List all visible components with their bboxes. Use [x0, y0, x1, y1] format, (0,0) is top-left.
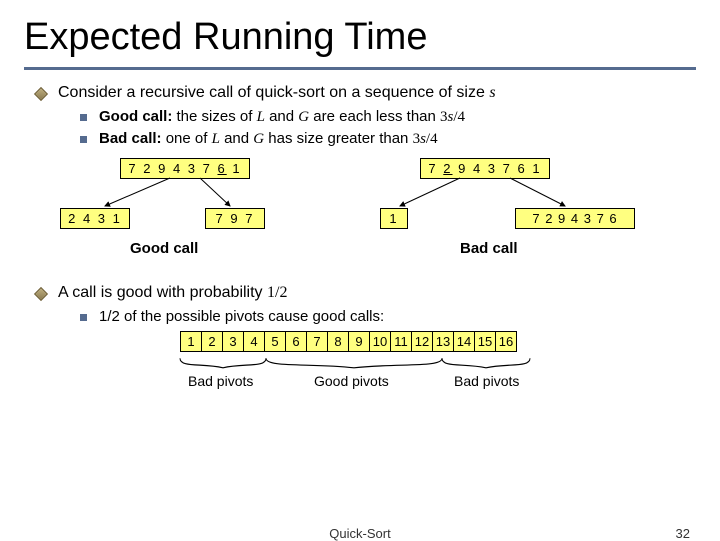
- title-underline: [24, 67, 696, 70]
- pivot-cell: 8: [327, 331, 349, 352]
- bullet-1: Consider a recursive call of quick-sort …: [36, 84, 720, 102]
- t: and: [265, 108, 298, 125]
- t: A call is: [58, 284, 117, 301]
- sub-bullet-2: Bad call: one of L and G has size greate…: [80, 130, 720, 148]
- square-icon: [80, 136, 87, 143]
- pivot-cell: 1: [180, 331, 202, 352]
- bullet1-text: Consider a recursive call of quick-sort …: [58, 84, 489, 101]
- diamond-icon: [34, 287, 48, 301]
- bad-pivots-right: Bad pivots: [454, 373, 519, 389]
- var-s: s: [489, 84, 495, 101]
- frac: 3s/4: [440, 109, 465, 125]
- square-icon: [80, 314, 87, 321]
- bad-call-label: Bad call: [460, 240, 518, 257]
- pivot-cell: 16: [495, 331, 517, 352]
- pivot-cell: 15: [474, 331, 496, 352]
- t: and: [220, 130, 253, 147]
- pivot-cell: 7: [306, 331, 328, 352]
- pivot-cell: 14: [453, 331, 475, 352]
- pivot-cell: 11: [390, 331, 412, 352]
- good-pivots: Good pivots: [314, 373, 389, 389]
- pivot-bar: 12345678910111213141516: [180, 331, 640, 352]
- pivot-cell: 3: [222, 331, 244, 352]
- sub-bullet-1: Good call: the sizes of L and G are each…: [80, 108, 720, 126]
- v: L: [212, 131, 220, 147]
- pivot-cell: 5: [264, 331, 286, 352]
- pivot-cell: 6: [285, 331, 307, 352]
- pivot-cell: 9: [348, 331, 370, 352]
- pivot-cell: 4: [243, 331, 265, 352]
- pivot-diagram: 12345678910111213141516 Bad pivots Good …: [80, 331, 640, 391]
- good-call-bold: Good call:: [99, 108, 172, 125]
- diamond-icon: [34, 87, 48, 101]
- bad-arrows: [60, 158, 660, 228]
- t: with probability: [152, 284, 267, 301]
- square-icon: [80, 114, 87, 121]
- t: are each less than: [309, 108, 440, 125]
- good-call-label: Good call: [130, 240, 198, 257]
- bullet-2: A call is good with probability 1/2: [36, 284, 720, 302]
- footer-title: Quick-Sort: [329, 526, 390, 541]
- bad-pivots-left: Bad pivots: [188, 373, 253, 389]
- v: G: [298, 109, 309, 125]
- v: G: [253, 131, 264, 147]
- bad-call-bold: Bad call:: [99, 130, 162, 147]
- pivot-cell: 13: [432, 331, 454, 352]
- pivot-cell: 12: [411, 331, 433, 352]
- t: the sizes of: [172, 108, 256, 125]
- slide-title: Expected Running Time: [0, 0, 720, 67]
- sub-bullet-3: 1/2 of the possible pivots cause good ca…: [80, 308, 720, 325]
- frac: 3s/4: [413, 131, 438, 147]
- frac: 1/2: [267, 284, 287, 301]
- pivot-cell: 10: [369, 331, 391, 352]
- pivot-cell: 2: [201, 331, 223, 352]
- t: has size greater than: [264, 130, 412, 147]
- em: good: [117, 284, 153, 301]
- sub3-text: 1/2 of the possible pivots cause good ca…: [99, 308, 384, 325]
- t: one of: [162, 130, 212, 147]
- partition-diagram: 7 2 9 4 3 7 6 1 2 4 3 1 7 9 7 Good call …: [60, 158, 660, 278]
- page-number: 32: [676, 526, 690, 541]
- v: L: [257, 109, 265, 125]
